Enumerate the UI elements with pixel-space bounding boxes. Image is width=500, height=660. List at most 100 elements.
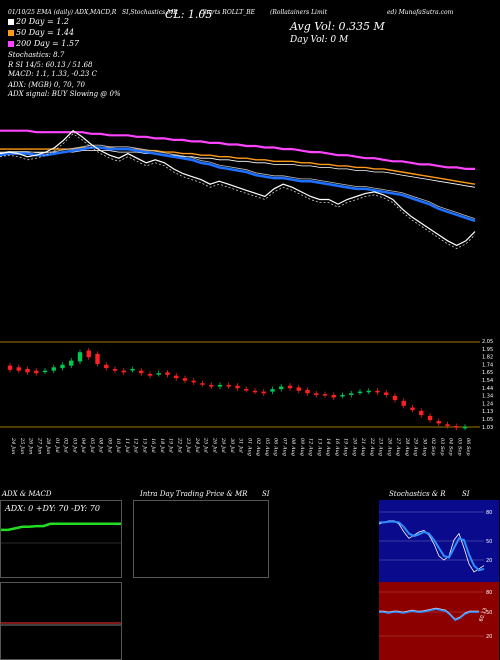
ema200-text: 200 Day = 1.57 (16, 39, 80, 48)
date-tick-label: 23 Aug (378, 437, 384, 456)
candle-body (445, 424, 450, 426)
candle-body (279, 386, 284, 390)
candle-body (235, 385, 240, 389)
date-tick-label: 13 Aug (316, 438, 322, 456)
date-tick-label: 27 Aug (395, 437, 401, 456)
rsi-tick-label: 50 (486, 610, 492, 616)
date-tick-label: 24 Jul (194, 437, 200, 453)
price-tick-label: 1.05 (482, 417, 493, 423)
date-tick-label: 29 Aug (413, 437, 419, 456)
ema50-text: 50 Day = 1.44 (16, 28, 75, 37)
date-tick-label: 09 Jul (106, 438, 112, 453)
price-tick-label: 2.05 (482, 339, 493, 345)
rsi-text: R SI 14/5: 60.13 / 51.68 (8, 61, 93, 69)
macd-text: MACD: 1.1, 1.33, -0.23 C (8, 70, 97, 78)
ema20-blue-line (0, 146, 476, 223)
date-tick-label: 01 Aug (246, 438, 252, 456)
candle-body (217, 384, 223, 387)
candle-body (209, 384, 214, 387)
candle-body (191, 380, 196, 383)
date-tick-label: 01 Jul (54, 438, 60, 453)
rsi-tick-label: 80 (486, 590, 492, 596)
candle-body (51, 367, 56, 371)
candle-body (366, 390, 371, 393)
date-tick-label: 10 Jul (115, 438, 121, 453)
rsi-value-label: 60.13 (478, 607, 489, 623)
price-tick-label: 1.95 (482, 347, 493, 353)
date-tick-label: 25 Jun (19, 437, 25, 454)
date-tick-label: 05 Aug (264, 438, 270, 456)
price-tick-label: 1.65 (482, 370, 493, 376)
date-tick-label: 12 Aug (308, 438, 314, 456)
date-tick-label: 02 Jul (63, 438, 69, 453)
candle-body (314, 393, 319, 395)
date-tick-label: 30 Jul (229, 438, 235, 453)
date-tick-label: 03 Jul (71, 438, 77, 453)
candle-body (139, 370, 144, 374)
rsi-plot: 80 50 20 60.13 (379, 590, 492, 640)
candle-body (410, 407, 415, 411)
ema200-line (0, 129, 475, 171)
price-tick-label: 1.54 (482, 378, 493, 384)
date-axis: 24 Jun 25 Jun 26 Jun 27 Jun 28 Jun 01 Jul 02 J… (10, 437, 471, 456)
ema200-swatch (8, 41, 14, 47)
day-volume-label: Day Vol: 0 M (290, 35, 349, 45)
candle-body (252, 390, 258, 393)
date-tick-label: 02 Sep (430, 438, 436, 456)
adx-plot (1, 522, 121, 544)
adx-text: ADX: (MGB) 0, 70, 70 (8, 81, 85, 89)
candle-body (305, 389, 310, 394)
candle-body (34, 370, 39, 374)
candle-body (165, 372, 170, 375)
adx-panel: ADX: 0 +DY: 70 -DY: 70 (0, 500, 122, 578)
candle-body (287, 385, 293, 389)
header-title-left: 01/10/25 EMA (daily) ADX,MACD,R (8, 9, 117, 16)
stoch-tick-label: 20 (486, 558, 492, 564)
candle-body (226, 384, 231, 387)
candle-body (384, 392, 389, 395)
date-tick-label: 22 Jul (176, 437, 182, 453)
candle-body (156, 373, 161, 375)
date-tick-label: 24 Jun (10, 437, 16, 454)
date-tick-label: 05 Jul (89, 438, 95, 453)
ema50-line (0, 146, 476, 185)
stochastics-plot: 80 50 20 (379, 510, 492, 573)
stoch-d-line (379, 520, 485, 572)
adx-signal-text: ADX signal: BUY Slowing @ 0% (8, 90, 121, 98)
price-tick-label: 1.74 (482, 362, 493, 368)
adx-line (1, 522, 121, 532)
stoch-panel-title: Stochastics & R (389, 490, 446, 498)
candle-body (349, 393, 354, 395)
candle-body (69, 360, 74, 366)
candle-body (419, 410, 424, 416)
candle-body (200, 383, 205, 385)
candle-body (296, 387, 301, 391)
candle-body (121, 370, 126, 373)
price-tick-label: 1.03 (482, 425, 493, 431)
date-tick-label: 16 Aug (334, 438, 340, 456)
date-tick-label: 05 Sep (456, 438, 462, 456)
price-tick-label: 1.44 (482, 386, 493, 392)
candle-body (182, 378, 188, 381)
date-tick-label: 12 Jul (133, 438, 139, 453)
rsi-tick-label: 20 (486, 634, 492, 640)
date-tick-label: 16 Jul (150, 438, 156, 453)
date-tick-label: 04 Jul (80, 438, 86, 453)
date-tick-label: 19 Aug (343, 438, 349, 456)
date-tick-label: 21 Aug (360, 437, 366, 456)
date-tick-label: 25 Jul (203, 437, 209, 453)
date-tick-label: 19 Jul (168, 438, 174, 453)
adx-panel-title: ADX & MACD (2, 490, 52, 498)
candle-body (401, 400, 406, 406)
intraday-panel-title-si: SI (262, 490, 270, 498)
adx-panel-label: ADX: 0 +DY: 70 -DY: 70 (5, 504, 100, 513)
date-tick-label: 07 Aug (281, 438, 287, 456)
ema20-text: 20 Day = 1.2 (16, 17, 69, 26)
candlestick-chart: 2.05 1.95 1.821.74 1.65 1.54 1.44 1.341.24 1.13… (0, 339, 493, 431)
intraday-panel (133, 500, 269, 578)
candle-body (77, 352, 83, 362)
date-tick-label: 30 Aug (421, 438, 427, 456)
date-tick-label: 09 Aug (299, 438, 305, 456)
ema50-legend: 50 Day = 1.44 (8, 28, 74, 37)
candle-body (331, 394, 336, 398)
